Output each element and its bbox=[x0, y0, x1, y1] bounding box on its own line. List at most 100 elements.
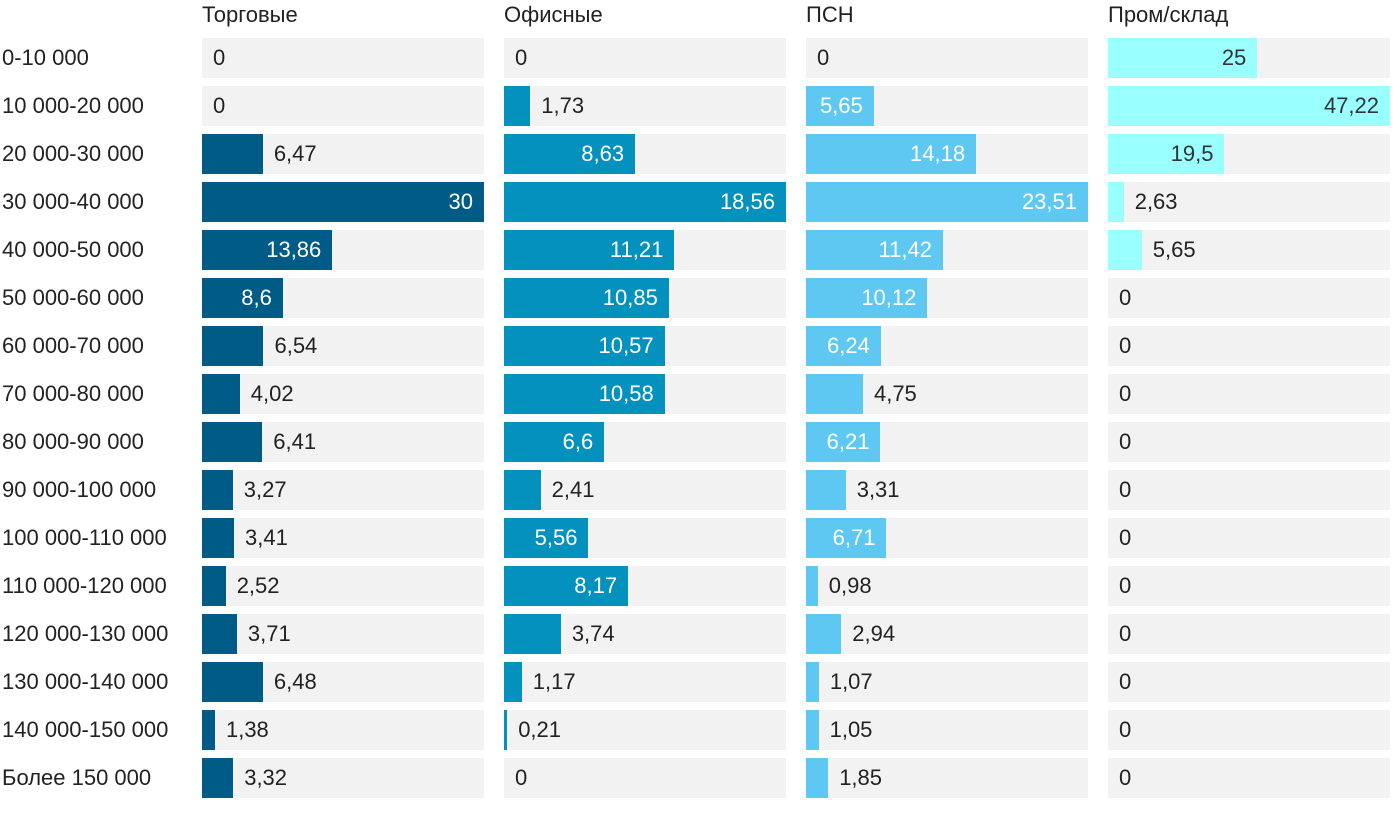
data-label: 4,02 bbox=[250, 381, 294, 406]
bar bbox=[806, 566, 818, 606]
row-label-12: 120 000-130 000 bbox=[2, 621, 169, 646]
bar-track bbox=[806, 38, 1088, 78]
bar bbox=[202, 758, 234, 798]
bar bbox=[202, 374, 240, 414]
bar-track bbox=[202, 566, 484, 606]
row-label-7: 70 000-80 000 bbox=[2, 381, 144, 406]
data-label: 8,6 bbox=[241, 285, 272, 310]
bar-track bbox=[1108, 230, 1390, 270]
row-label-9: 90 000-100 000 bbox=[2, 477, 157, 502]
bar-track bbox=[806, 662, 1088, 702]
bar bbox=[504, 614, 561, 654]
bar-track bbox=[1108, 278, 1390, 318]
data-label: 11,21 bbox=[609, 237, 664, 262]
data-label: 0,98 bbox=[828, 573, 872, 598]
data-label: 10,12 bbox=[861, 285, 917, 310]
row-label-8: 80 000-90 000 bbox=[2, 429, 144, 454]
data-label: 5,65 bbox=[819, 93, 863, 118]
data-label: 10,58 bbox=[598, 381, 654, 406]
data-label: 1,05 bbox=[829, 717, 873, 742]
data-label: 8,63 bbox=[581, 141, 625, 166]
data-label: 6,54 bbox=[274, 333, 318, 358]
row-label-14: 140 000-150 000 bbox=[2, 717, 169, 742]
data-label: 3,74 bbox=[571, 621, 615, 646]
data-label: 0,21 bbox=[518, 717, 562, 742]
data-label: 0 bbox=[817, 45, 830, 70]
bar bbox=[504, 86, 531, 126]
bar-track bbox=[202, 614, 484, 654]
data-label: 19,5 bbox=[1170, 141, 1214, 166]
bar bbox=[1108, 134, 1225, 174]
bar bbox=[202, 182, 484, 222]
bar bbox=[806, 326, 881, 366]
data-label: 2,41 bbox=[551, 477, 595, 502]
bar bbox=[504, 278, 669, 318]
row-label-11: 110 000-120 000 bbox=[2, 573, 167, 598]
bar-track bbox=[202, 518, 484, 558]
data-label: 4,75 bbox=[873, 381, 917, 406]
bar-track bbox=[504, 758, 786, 798]
data-label: 0 bbox=[1119, 573, 1132, 598]
bar bbox=[202, 710, 215, 750]
data-label: 6,71 bbox=[832, 525, 876, 550]
bar bbox=[202, 422, 263, 462]
data-label: 8,17 bbox=[574, 573, 618, 598]
bar-track bbox=[1108, 566, 1390, 606]
bar bbox=[202, 518, 235, 558]
data-label: 6,47 bbox=[273, 141, 317, 166]
data-label: 0 bbox=[1119, 477, 1132, 502]
bar-track bbox=[1108, 758, 1390, 798]
data-label: 10,85 bbox=[602, 285, 658, 310]
data-label: 1,73 bbox=[541, 93, 585, 118]
bar-track bbox=[806, 614, 1088, 654]
bar bbox=[504, 422, 605, 462]
bar-track bbox=[504, 470, 786, 510]
column-title-1: Офисные bbox=[504, 2, 603, 27]
data-label: 0 bbox=[1119, 621, 1132, 646]
bar bbox=[202, 278, 283, 318]
bar bbox=[806, 710, 819, 750]
bar-track bbox=[202, 710, 484, 750]
bar bbox=[806, 518, 887, 558]
data-label: 10,57 bbox=[598, 333, 654, 358]
bar bbox=[504, 134, 636, 174]
data-label: 6,41 bbox=[273, 429, 317, 454]
data-label: 6,24 bbox=[827, 333, 870, 358]
bar bbox=[806, 278, 928, 318]
bar bbox=[202, 134, 263, 174]
row-label-1: 10 000-20 000 bbox=[2, 93, 144, 118]
bar bbox=[504, 710, 508, 750]
data-label: 0 bbox=[1119, 429, 1132, 454]
row-label-2: 20 000-30 000 bbox=[2, 141, 144, 166]
bar bbox=[504, 326, 665, 366]
bar bbox=[202, 230, 333, 270]
bar bbox=[806, 614, 842, 654]
data-label: 0 bbox=[1119, 285, 1132, 310]
column-title-3: Пром/склад bbox=[1108, 2, 1229, 27]
column-title-0: Торговые bbox=[202, 2, 298, 27]
bar bbox=[504, 662, 522, 702]
data-label: 18,56 bbox=[719, 189, 775, 214]
row-label-13: 130 000-140 000 bbox=[2, 669, 169, 694]
bar-track bbox=[202, 470, 484, 510]
data-label: 0 bbox=[1119, 333, 1132, 358]
bar bbox=[1108, 230, 1142, 270]
bar bbox=[806, 422, 881, 462]
bar-track bbox=[504, 86, 786, 126]
bar-track bbox=[202, 38, 484, 78]
data-label: 6,6 bbox=[562, 429, 594, 454]
data-label: 13,86 bbox=[266, 237, 322, 262]
bar bbox=[806, 374, 863, 414]
data-label: 0 bbox=[515, 45, 528, 70]
data-label: 2,52 bbox=[236, 573, 280, 598]
data-label: 1,38 bbox=[225, 717, 269, 742]
bar bbox=[806, 662, 819, 702]
data-label: 0 bbox=[1119, 525, 1132, 550]
data-label: 6,21 bbox=[826, 429, 870, 454]
data-label: 0 bbox=[213, 93, 226, 118]
column-title-2: ПСН bbox=[806, 2, 854, 27]
bar bbox=[202, 470, 233, 510]
row-label-0: 0-10 000 bbox=[2, 45, 89, 70]
bar-track bbox=[202, 758, 484, 798]
